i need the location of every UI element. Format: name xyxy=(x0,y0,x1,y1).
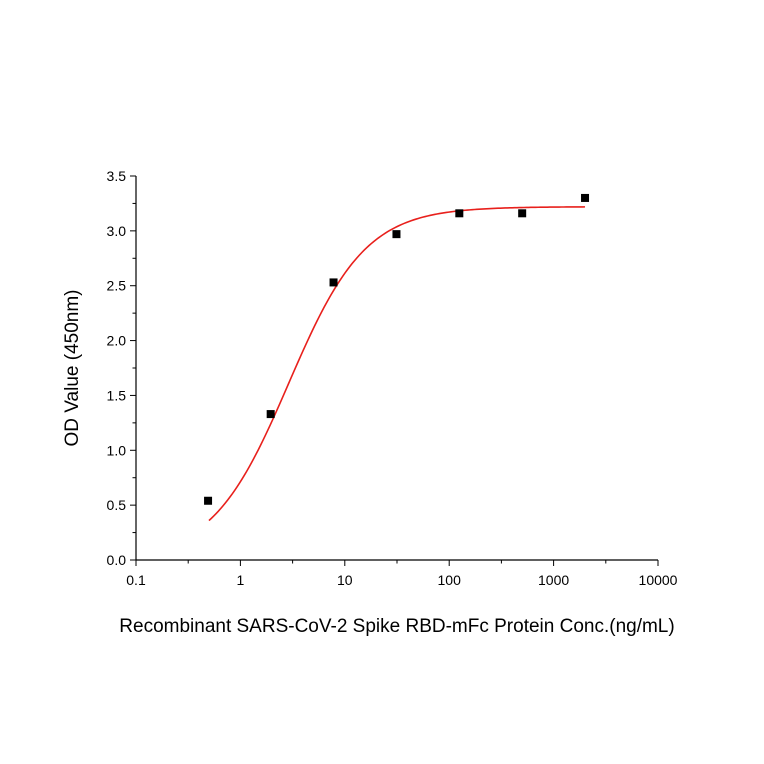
x-tick-label: 1000 xyxy=(538,572,569,588)
y-tick-label: 2.5 xyxy=(107,278,127,294)
x-axis: 0.1 1 10 100 1000 10000 xyxy=(126,559,678,588)
x-ticks xyxy=(135,560,659,566)
data-point xyxy=(581,193,590,202)
y-tick-label: 0.5 xyxy=(107,497,127,513)
y-axis-title: OD Value (450nm) xyxy=(62,290,83,447)
x-tick-label: 10000 xyxy=(639,572,678,588)
y-tick-label: 1.5 xyxy=(107,387,127,403)
x-tick-label: 1 xyxy=(237,572,245,588)
data-point xyxy=(518,209,527,218)
y-ticks xyxy=(130,175,136,561)
x-tick-labels: 0.1 1 10 100 1000 10000 xyxy=(126,572,677,588)
data-point xyxy=(266,410,275,419)
x-tick-label: 10 xyxy=(337,572,353,588)
x-tick-label: 100 xyxy=(438,572,462,588)
y-tick-label: 0.0 xyxy=(107,552,127,568)
data-point xyxy=(392,230,401,239)
y-tick-label: 3.0 xyxy=(107,223,127,239)
data-points xyxy=(204,193,590,505)
x-axis-title: Recombinant SARS-CoV-2 Spike RBD-mFc Pro… xyxy=(119,616,674,637)
x-tick-label: 0.1 xyxy=(126,572,146,588)
y-tick-labels: 0.0 0.5 1.0 1.5 2.0 2.5 3.0 3.5 xyxy=(107,168,127,568)
data-point xyxy=(455,209,464,218)
fit-curve xyxy=(208,206,586,522)
data-point xyxy=(204,496,213,505)
y-tick-label: 3.5 xyxy=(107,168,127,184)
y-tick-label: 2.0 xyxy=(107,333,127,349)
data-point xyxy=(329,278,338,287)
y-axis: 0.0 0.5 1.0 1.5 2.0 2.5 3.0 3.5 xyxy=(107,168,137,568)
y-tick-label: 1.0 xyxy=(107,442,127,458)
